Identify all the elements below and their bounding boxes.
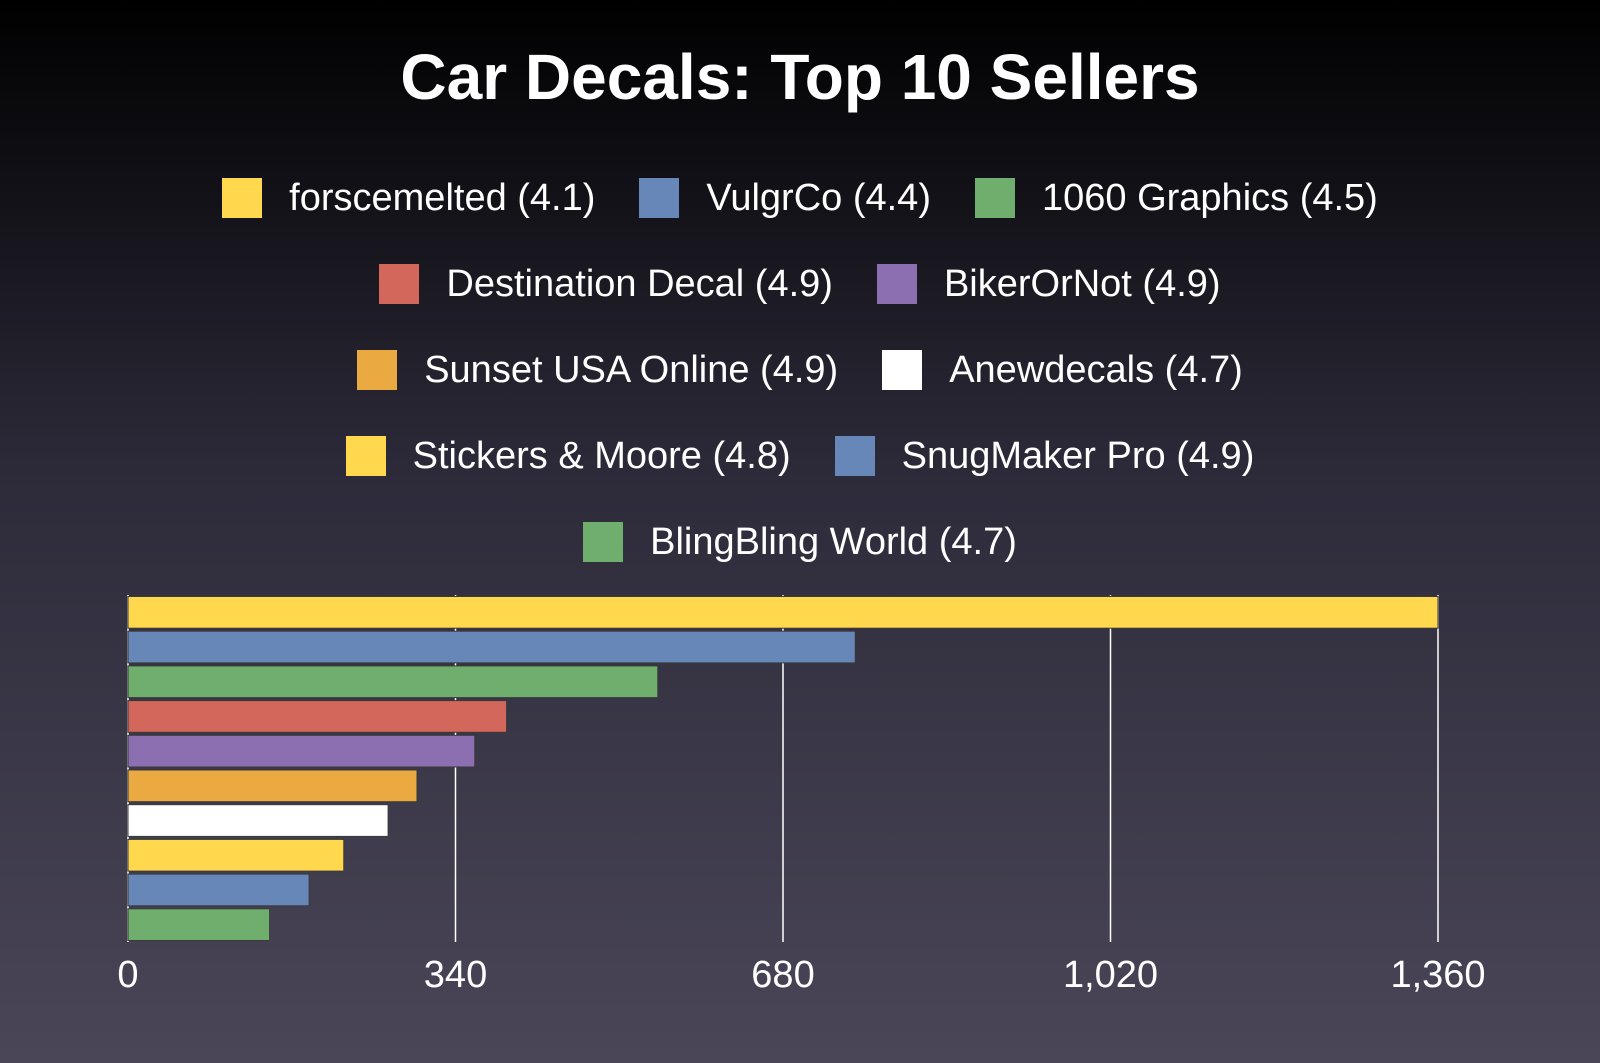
legend-item: Sunset USA Online (4.9) (357, 349, 838, 392)
bar (127, 596, 1439, 629)
x-tick-label: 1,020 (1063, 954, 1158, 996)
legend-swatch (882, 350, 923, 390)
legend-swatch (834, 436, 875, 476)
legend-swatch (222, 178, 263, 218)
legend-label: Anewdecals (4.7) (949, 348, 1243, 391)
legend-label: SnugMaker Pro (4.9) (901, 434, 1255, 477)
legend-label: Stickers & Moore (4.8) (412, 434, 791, 477)
legend: forscemelted (4.1) VulgrCo (4.4) 1060 Grap… (140, 155, 1460, 585)
legend-swatch (379, 264, 420, 304)
bar (127, 873, 310, 907)
legend-swatch (639, 178, 680, 218)
legend-label: Sunset USA Online (4.9) (424, 348, 839, 391)
legend-label: VulgrCo (4.4) (706, 176, 931, 219)
legend-item: BlingBling World (4.7) (583, 521, 1017, 564)
legend-label: Destination Decal (4.9) (446, 262, 833, 305)
legend-item: SnugMaker Pro (4.9) (834, 434, 1255, 478)
legend-label: 1060 Graphics (4.5) (1041, 176, 1378, 219)
x-tick-label: 0 (117, 954, 138, 996)
legend-item: 1060 Graphics (4.5) (974, 176, 1378, 220)
legend-item: Destination Decal (4.9) (379, 263, 833, 306)
bar (127, 838, 345, 872)
legend-label: BikerOrNot (4.9) (943, 262, 1221, 305)
legend-item: Anewdecals (4.7) (882, 349, 1243, 392)
legend-item: forscemelted (4.1) (222, 177, 595, 220)
bar (127, 769, 418, 803)
legend-row: forscemelted (4.1) VulgrCo (4.4) 1060 Grap… (200, 155, 1400, 241)
legend-row: Sunset USA Online (4.9) Anewdecals (4.7) (335, 327, 1265, 413)
bar (127, 734, 476, 768)
legend-label: BlingBling World (4.7) (650, 520, 1017, 563)
legend-swatch (876, 264, 917, 304)
x-tick-label: 1,360 (1390, 954, 1485, 996)
legend-row: Destination Decal (4.9) BikerOrNot (4.9) (357, 241, 1242, 327)
legend-item: Stickers & Moore (4.8) (345, 434, 791, 478)
legend-item: BikerOrNot (4.9) (876, 262, 1221, 306)
x-tick-label: 680 (751, 954, 814, 996)
bar (127, 665, 659, 699)
bar (127, 700, 508, 733)
legend-label: forscemelted (4.1) (289, 176, 596, 219)
legend-row: BlingBling World (4.7) (561, 499, 1039, 585)
legend-swatch (974, 178, 1015, 218)
legend-row: Stickers & Moore (4.8) SnugMaker Pro (4.9… (324, 413, 1277, 499)
bar (127, 630, 856, 664)
legend-swatch (583, 522, 624, 562)
legend-swatch (357, 350, 398, 390)
bar (127, 804, 389, 837)
x-tick-label: 340 (424, 954, 487, 996)
legend-item: VulgrCo (4.4) (639, 177, 931, 220)
legend-swatch (345, 436, 386, 476)
bar (127, 908, 271, 941)
chart-title: Car Decals: Top 10 Sellers (400, 41, 1200, 113)
